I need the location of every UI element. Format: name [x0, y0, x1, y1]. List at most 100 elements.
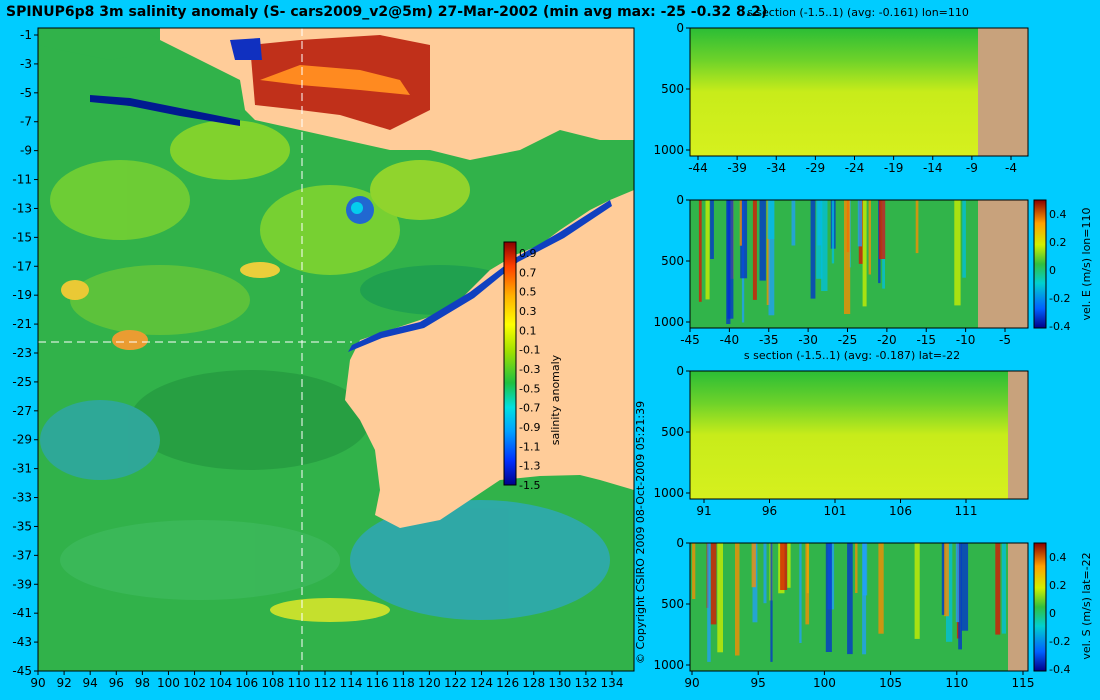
- main-x-tick-label: 100: [157, 676, 180, 690]
- velocity-streak: [717, 543, 723, 653]
- panel1-y-tick-label: 500: [661, 82, 684, 96]
- main-y-axis: -1 -3 -5 -7 -9 -11 -13 -15 -17 -19 -21 -23 -25 -27 -29…: [12, 28, 38, 678]
- panel1-x-tick-label: -9: [966, 161, 978, 175]
- map-salinity-borneo-edge: [260, 65, 410, 95]
- main-colorbar-tick-label: -0.3: [519, 363, 540, 376]
- main-x-tick-label: 94: [83, 676, 98, 690]
- velocity-streak: [961, 543, 969, 631]
- panel3-field: [690, 371, 1008, 499]
- main-colorbar-tick-label: -1.5: [519, 479, 540, 492]
- velocity-streak: [941, 543, 946, 615]
- panel2-y-tick-label: 0: [676, 193, 684, 207]
- panel3-x-tick-label: 96: [762, 504, 777, 518]
- main-title: SPINUP6p8 3m salinity anomaly (S- cars20…: [6, 4, 767, 20]
- panel2-x-tick-label: -45: [680, 333, 700, 347]
- velocity-streak: [862, 543, 868, 596]
- velocity-streak: [767, 200, 775, 239]
- velocity-streak: [791, 200, 796, 246]
- main-colorbar-tick-label: -0.7: [519, 402, 540, 415]
- panel4-colorbar-tick-label: 0.2: [1049, 579, 1067, 592]
- main-colorbar-ticks: 0.9 0.7 0.5 0.3 0.1 -0.1 -0.3 -0.5 -0.7 -0.9 -1.1 -…: [519, 247, 540, 492]
- velocity-streak: [914, 543, 920, 639]
- velocity-streak: [821, 200, 828, 291]
- panel2-x-axis: -45 -40 -35 -30 -25 -20 -15 -10 -5: [680, 328, 1011, 347]
- panel2-x-tick-label: -10: [956, 333, 976, 347]
- panel1-field: [690, 28, 978, 156]
- main-colorbar-tick-label: -1.1: [519, 440, 540, 453]
- panel2-y-axis: 0 500 1000: [653, 193, 690, 329]
- main-x-tick-label: 124: [470, 676, 493, 690]
- panel4-x-tick-label: 95: [751, 676, 766, 690]
- panel1-x-axis: -44 -39 -34 -29 -24 -19 -14 -9 -4: [688, 156, 1017, 175]
- main-y-tick-label: -31: [12, 462, 32, 476]
- panel4-colorbar-tick-label: -0.2: [1049, 635, 1070, 648]
- panel4-colorbar-label: vel. S (m/s) lat=-22: [1080, 552, 1093, 659]
- velocity-streak: [727, 200, 734, 319]
- velocity-streak: [710, 200, 714, 259]
- main-x-tick-label: 114: [340, 676, 363, 690]
- panel2-x-tick-label: -25: [838, 333, 858, 347]
- panel1-x-tick-label: -34: [766, 161, 786, 175]
- main-colorbar-tick-label: -0.1: [519, 344, 540, 357]
- main-colorbar: [503, 241, 517, 486]
- velocity-streak: [862, 543, 867, 655]
- main-y-tick-label: -33: [12, 491, 32, 505]
- map-salinity-java-sea: [230, 38, 262, 60]
- velocity-streak: [855, 543, 858, 593]
- panel4-colorbar-ticks: 0.4 0.2 0 -0.2 -0.4: [1049, 551, 1070, 676]
- main-y-tick-label: -21: [12, 317, 32, 331]
- panel4-x-tick-label: 115: [1012, 676, 1035, 690]
- main-y-tick-label: -1: [20, 28, 32, 42]
- map-front-blue: [90, 95, 240, 126]
- panel1-y-axis: 0 500 1000: [653, 21, 690, 157]
- panel4-colorbar-tick-label: -0.4: [1049, 663, 1070, 676]
- map-land-australia: [345, 190, 634, 528]
- main-y-tick-label: -43: [12, 635, 32, 649]
- panel3-y-tick-label: 1000: [653, 486, 684, 500]
- panel3-x-axis: 91 96 101 106 111: [696, 499, 977, 518]
- main-y-tick-label: -27: [12, 404, 32, 418]
- velocity-streak: [787, 543, 791, 588]
- panel4-y-tick-label: 500: [661, 597, 684, 611]
- main-y-tick-label: -5: [20, 86, 32, 100]
- velocity-streak: [825, 543, 832, 652]
- main-y-tick-label: -39: [12, 577, 32, 591]
- velocity-streak: [692, 543, 696, 599]
- panel3-x-tick-label: 91: [696, 504, 711, 518]
- velocity-streak: [763, 543, 767, 604]
- panel1-land: [978, 28, 1028, 156]
- velocity-streak: [878, 200, 886, 259]
- velocity-streak: [958, 543, 962, 650]
- map-sea-texture: [40, 120, 610, 622]
- velocity-streak: [752, 200, 757, 300]
- main-x-tick-label: 112: [314, 676, 337, 690]
- panel2-colorbar-tick-label: 0.2: [1049, 236, 1067, 249]
- main-x-tick-label: 128: [522, 676, 545, 690]
- panel4-x-tick-label: 105: [879, 676, 902, 690]
- panel3-y-tick-label: 500: [661, 425, 684, 439]
- panel2-y-tick-label: 500: [661, 254, 684, 268]
- main-x-tick-label: 102: [183, 676, 206, 690]
- main-y-tick-label: -3: [20, 57, 32, 71]
- panel4-x-axis: 90 95 100 105 110 115: [684, 671, 1034, 690]
- velocity-streak: [768, 200, 775, 316]
- panel4-colorbar-tick-label: 0.4: [1049, 551, 1067, 564]
- main-colorbar-label: salinity anomaly: [549, 354, 562, 445]
- velocity-streak: [847, 543, 853, 655]
- panel3-x-tick-label: 106: [889, 504, 912, 518]
- main-x-tick-label: 118: [392, 676, 415, 690]
- main-y-tick-label: -35: [12, 519, 32, 533]
- main-x-tick-label: 120: [418, 676, 441, 690]
- main-x-tick-label: 130: [548, 676, 571, 690]
- panel2-x-tick-label: -15: [916, 333, 936, 347]
- velocity-streak: [751, 543, 756, 588]
- panel2-colorbar-tick-label: -0.2: [1049, 292, 1070, 305]
- velocity-streak: [995, 543, 1001, 635]
- panel3-x-tick-label: 111: [955, 504, 978, 518]
- panel1-title: s section (-1.5..1) (avg: -0.161) lon=11…: [747, 6, 969, 19]
- panel3-x-tick-label: 101: [824, 504, 847, 518]
- main-colorbar-tick-label: 0.5: [519, 286, 537, 299]
- panel4-y-tick-label: 1000: [653, 658, 684, 672]
- velocity-streak: [759, 200, 766, 281]
- panel1: [689, 27, 1029, 157]
